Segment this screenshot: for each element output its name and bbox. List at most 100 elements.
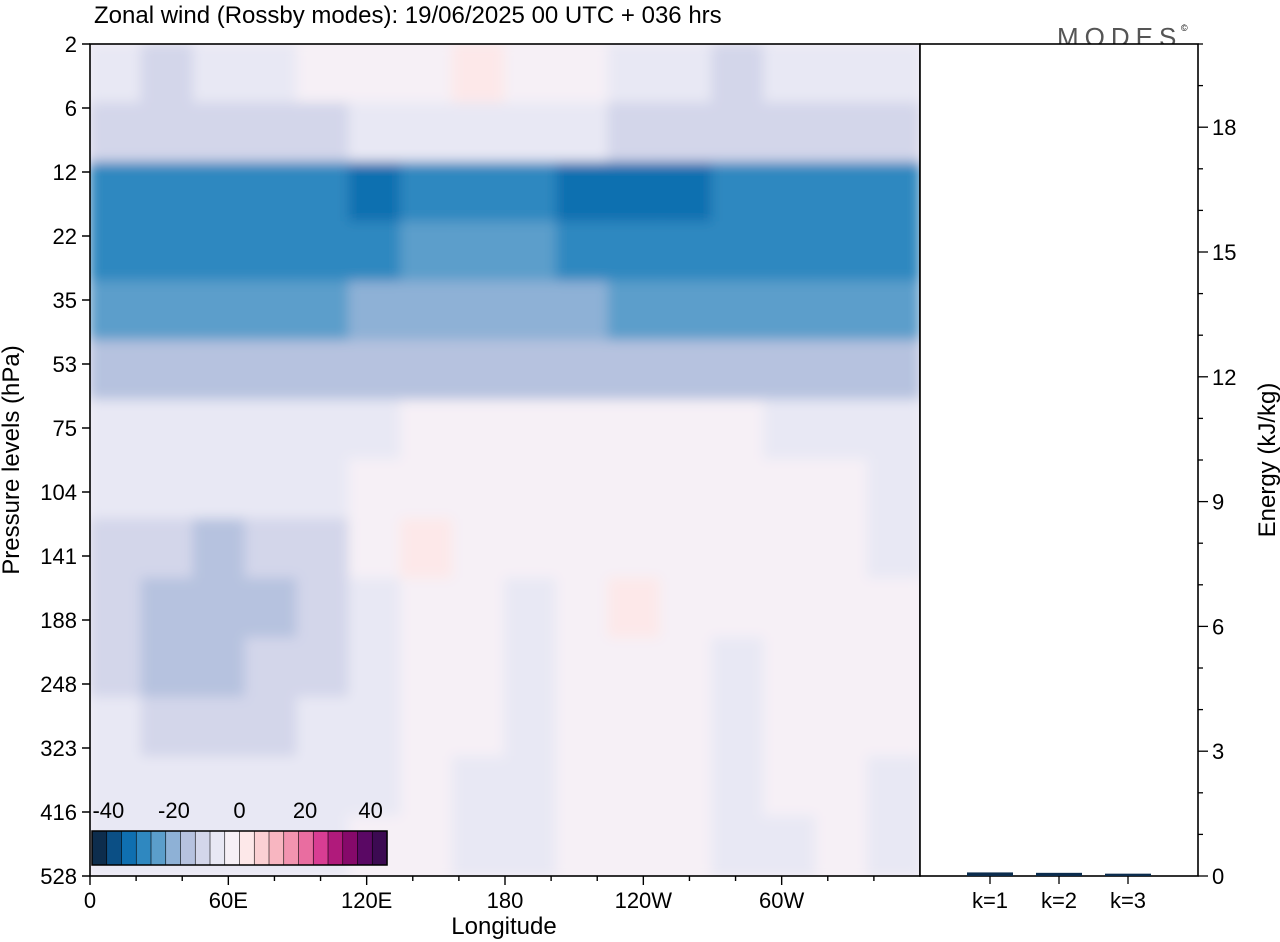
field-cell: [555, 577, 610, 640]
colorbar-label: -20: [158, 798, 190, 823]
field-cell: [140, 756, 195, 818]
field-cell: [763, 696, 818, 759]
field-cell: [348, 577, 403, 640]
field-cell: [348, 696, 403, 759]
colorbar-swatch: [165, 830, 182, 866]
field-cell: [867, 696, 920, 759]
field-cell: [607, 340, 662, 402]
energy-bar: [1105, 873, 1151, 876]
field-cell: [90, 756, 143, 818]
field-cell: [815, 399, 870, 461]
field-cell: [815, 577, 870, 640]
field-cell: [555, 340, 610, 402]
field-cell: [140, 577, 195, 640]
field-cell: [555, 102, 610, 164]
field-cell: [192, 161, 247, 224]
x-tick-label: 0: [84, 888, 96, 913]
field-cell: [555, 637, 610, 699]
field-cell: [867, 340, 920, 402]
field-cell: [711, 518, 766, 580]
field-cell: [452, 518, 506, 580]
field-cell: [90, 221, 143, 283]
field-cell: [452, 340, 506, 402]
field-cell: [607, 280, 662, 343]
field-cell: [192, 399, 247, 461]
field-cell: [763, 161, 818, 224]
field-cell: [504, 459, 558, 521]
field-cell: [296, 340, 351, 402]
x-tick-label: 180: [487, 888, 524, 913]
field-cell: [555, 221, 610, 283]
field-cell: [140, 161, 195, 224]
field-cell: [711, 815, 766, 876]
field-cell: [348, 459, 403, 521]
field-cell: [659, 815, 714, 876]
field-cell: [659, 756, 714, 818]
field-cell: [504, 340, 558, 402]
field-cell: [452, 815, 506, 876]
colorbar-label: -40: [92, 798, 124, 823]
field-cell: [400, 637, 455, 699]
field-cell: [90, 280, 143, 343]
field-cell: [867, 518, 920, 580]
y-tick-label: 248: [40, 672, 77, 697]
field-cell: [659, 577, 714, 640]
energy-tick-label: 6: [1212, 614, 1224, 639]
energy-category-axis: k=1 k=2 k=3: [972, 876, 1146, 913]
energy-panel-frame: [919, 43, 1199, 877]
field-cell: [607, 518, 662, 580]
field-cell: [192, 459, 247, 521]
energy-tick-label: 15: [1212, 240, 1236, 265]
field-cell: [296, 518, 351, 580]
energy-tick-label: 3: [1212, 739, 1224, 764]
field-cell: [711, 280, 766, 343]
field-cell: [192, 340, 247, 402]
field-cell: [452, 161, 506, 224]
field-cell: [296, 399, 351, 461]
field-cell: [244, 459, 299, 521]
field-cell: [867, 577, 920, 640]
y-tick-label: 53: [53, 352, 77, 377]
energy-tick-label: 0: [1212, 864, 1224, 889]
field-cell: [659, 518, 714, 580]
energy-category-label: k=2: [1041, 888, 1077, 913]
field-cell: [90, 102, 143, 164]
field-cell: [867, 459, 920, 521]
x-tick-label: 60W: [759, 888, 804, 913]
field-cell: [711, 696, 766, 759]
y-tick-label: 104: [40, 480, 77, 505]
y-tick-label: 6: [65, 96, 77, 121]
field-cell: [140, 696, 195, 759]
colorbar-label: 0: [233, 798, 245, 823]
field-cell: [140, 637, 195, 699]
field-cell: [192, 756, 247, 818]
field-cell: [244, 161, 299, 224]
field-cell: [90, 696, 143, 759]
field-cell: [763, 756, 818, 818]
field-cell: [140, 221, 195, 283]
field-cell: [867, 280, 920, 343]
chart-title: Zonal wind (Rossby modes): 19/06/2025 00…: [94, 2, 722, 29]
colorbar-swatch: [194, 830, 211, 866]
field-cell: [244, 280, 299, 343]
field-cell: [296, 577, 351, 640]
colorbar-swatch: [209, 830, 226, 866]
field-cell: [244, 518, 299, 580]
field-cell: [244, 696, 299, 759]
field-cell: [452, 637, 506, 699]
field-cell: [452, 756, 506, 818]
field-cell: [711, 102, 766, 164]
y-tick-label: 12: [53, 160, 77, 185]
colorbar-swatch: [327, 830, 344, 866]
field-cell: [244, 340, 299, 402]
field-cell: [607, 221, 662, 283]
colorbar: -40 -20 0 20 40: [91, 798, 388, 866]
y-tick-label: 22: [53, 224, 77, 249]
field-cell: [763, 280, 818, 343]
longitude-axis: 0 60E 120E 180 120W 60W: [84, 876, 875, 913]
energy-axis-label: Energy (kJ/kg): [1254, 383, 1280, 538]
field-cell: [90, 518, 143, 580]
field-cell: [815, 815, 870, 876]
field-cell: [867, 221, 920, 283]
field-cell: [348, 161, 403, 224]
